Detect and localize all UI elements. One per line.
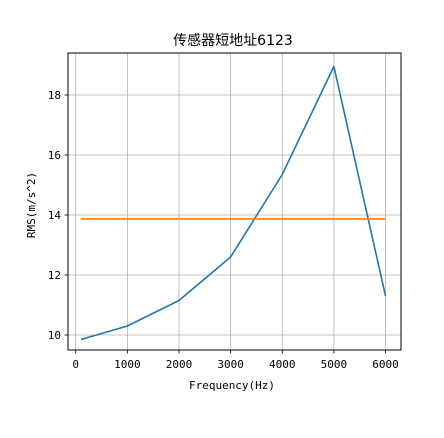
y-tick-label: 10 (48, 329, 61, 342)
x-tick-label: 6000 (372, 358, 399, 371)
x-tick-label: 4000 (269, 358, 296, 371)
x-tick-label: 5000 (321, 358, 348, 371)
y-axis-label: RMS(m/s^2) (25, 172, 38, 238)
x-tick-label: 2000 (166, 358, 193, 371)
x-axis: 0 1000 2000 3000 4000 5000 6000 (72, 350, 399, 371)
x-tick-label: 3000 (217, 358, 244, 371)
y-axis: 10 12 14 16 18 (48, 89, 68, 342)
grid (68, 53, 401, 350)
y-tick-label: 16 (48, 149, 61, 162)
y-tick-label: 18 (48, 89, 61, 102)
y-tick-label: 14 (48, 209, 62, 222)
x-axis-label: Frequency(Hz) (189, 379, 275, 392)
series-layer (80, 65, 387, 341)
plot-frame (67, 52, 402, 351)
x-tick-label: 1000 (114, 358, 141, 371)
y-tick-label: 12 (48, 269, 61, 282)
x-tick-label: 0 (72, 358, 79, 371)
series-line-1 (80, 65, 387, 341)
chart-title: 传感器短地址6123 (173, 32, 293, 49)
